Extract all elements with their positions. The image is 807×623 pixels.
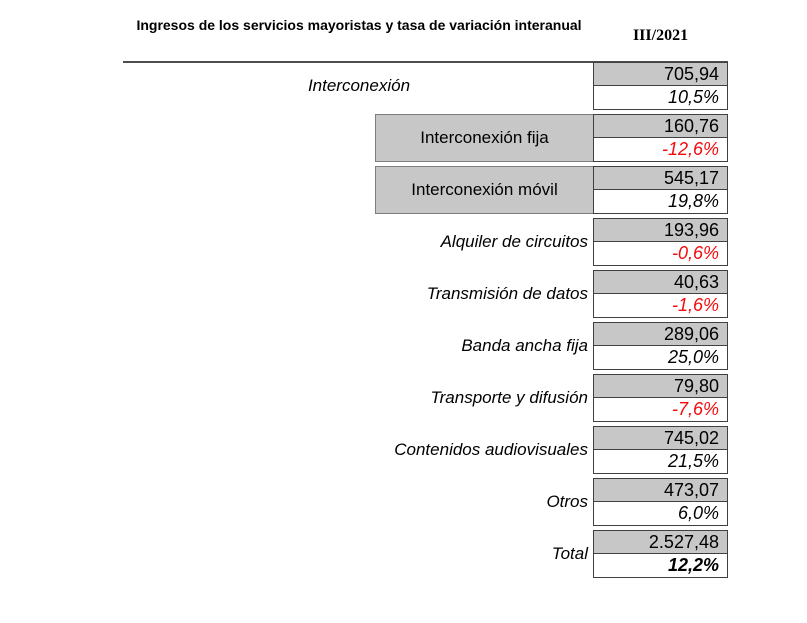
row-variation-value: 12,2% [594, 554, 727, 577]
row-revenue-value: 2.527,48 [594, 531, 727, 554]
row-label: Transporte y difusión [430, 388, 588, 407]
row-revenue-value: 545,17 [594, 167, 727, 190]
row-variation-value: -1,6% [594, 294, 727, 317]
row-revenue-value: 473,07 [594, 479, 727, 502]
row-variation-value: 21,5% [594, 450, 727, 473]
table-title: Ingresos de los servicios mayoristas y t… [136, 17, 582, 33]
row-revenue-value: 160,76 [594, 115, 727, 138]
row-label: Interconexión [307, 76, 411, 95]
row-variation-value: 6,0% [594, 502, 727, 525]
row-label: Contenidos audiovisuales [394, 440, 588, 459]
row-values: 2.527,48 12,2% [593, 530, 728, 578]
row-revenue-value: 705,94 [594, 63, 727, 86]
row-values: 160,76 -12,6% [593, 114, 728, 162]
header-rule [123, 61, 728, 63]
row-values: 745,02 21,5% [593, 426, 728, 474]
row-variation-value: 10,5% [594, 86, 727, 109]
row-label: Transmisión de datos [426, 284, 588, 303]
row-values: 79,80 -7,6% [593, 374, 728, 422]
row-label: Banda ancha fija [461, 336, 588, 355]
row-label: Interconexión fija [375, 114, 594, 162]
row-revenue-value: 745,02 [594, 427, 727, 450]
row-values: 473,07 6,0% [593, 478, 728, 526]
row-revenue-value: 40,63 [594, 271, 727, 294]
row-variation-value: -0,6% [594, 242, 727, 265]
row-values: 705,94 10,5% [593, 62, 728, 110]
row-variation-value: -12,6% [594, 138, 727, 161]
row-revenue-value: 79,80 [594, 375, 727, 398]
row-values: 289,06 25,0% [593, 322, 728, 370]
row-label: Total [551, 544, 588, 563]
row-variation-value: -7,6% [594, 398, 727, 421]
row-label: Alquiler de circuitos [440, 232, 588, 251]
row-values: 40,63 -1,6% [593, 270, 728, 318]
row-revenue-value: 289,06 [594, 323, 727, 346]
row-values: 193,96 -0,6% [593, 218, 728, 266]
row-variation-value: 19,8% [594, 190, 727, 213]
period-header: III/2021 [632, 27, 689, 44]
row-values: 545,17 19,8% [593, 166, 728, 214]
row-label: Otros [546, 492, 588, 511]
row-variation-value: 25,0% [594, 346, 727, 369]
row-label: Interconexión móvil [375, 166, 594, 214]
row-revenue-value: 193,96 [594, 219, 727, 242]
